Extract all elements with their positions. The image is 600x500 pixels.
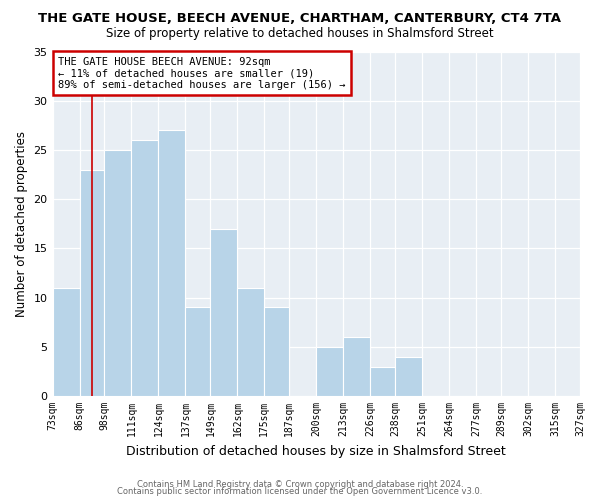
Y-axis label: Number of detached properties: Number of detached properties <box>15 131 28 317</box>
Bar <box>370 366 395 396</box>
Bar <box>211 228 238 396</box>
Bar <box>238 288 265 396</box>
Text: Size of property relative to detached houses in Shalmsford Street: Size of property relative to detached ho… <box>106 28 494 40</box>
Text: Contains public sector information licensed under the Open Government Licence v3: Contains public sector information licen… <box>118 488 482 496</box>
Bar <box>53 288 80 396</box>
X-axis label: Distribution of detached houses by size in Shalmsford Street: Distribution of detached houses by size … <box>127 444 506 458</box>
Bar <box>131 140 158 396</box>
Bar <box>395 356 422 396</box>
Text: THE GATE HOUSE BEECH AVENUE: 92sqm
← 11% of detached houses are smaller (19)
89%: THE GATE HOUSE BEECH AVENUE: 92sqm ← 11%… <box>58 56 346 90</box>
Bar <box>158 130 185 396</box>
Text: Contains HM Land Registry data © Crown copyright and database right 2024.: Contains HM Land Registry data © Crown c… <box>137 480 463 489</box>
Bar <box>104 150 131 396</box>
Bar <box>265 308 289 396</box>
Bar <box>343 337 370 396</box>
Bar <box>185 308 211 396</box>
Bar <box>80 170 104 396</box>
Text: THE GATE HOUSE, BEECH AVENUE, CHARTHAM, CANTERBURY, CT4 7TA: THE GATE HOUSE, BEECH AVENUE, CHARTHAM, … <box>38 12 562 26</box>
Bar <box>316 347 343 396</box>
